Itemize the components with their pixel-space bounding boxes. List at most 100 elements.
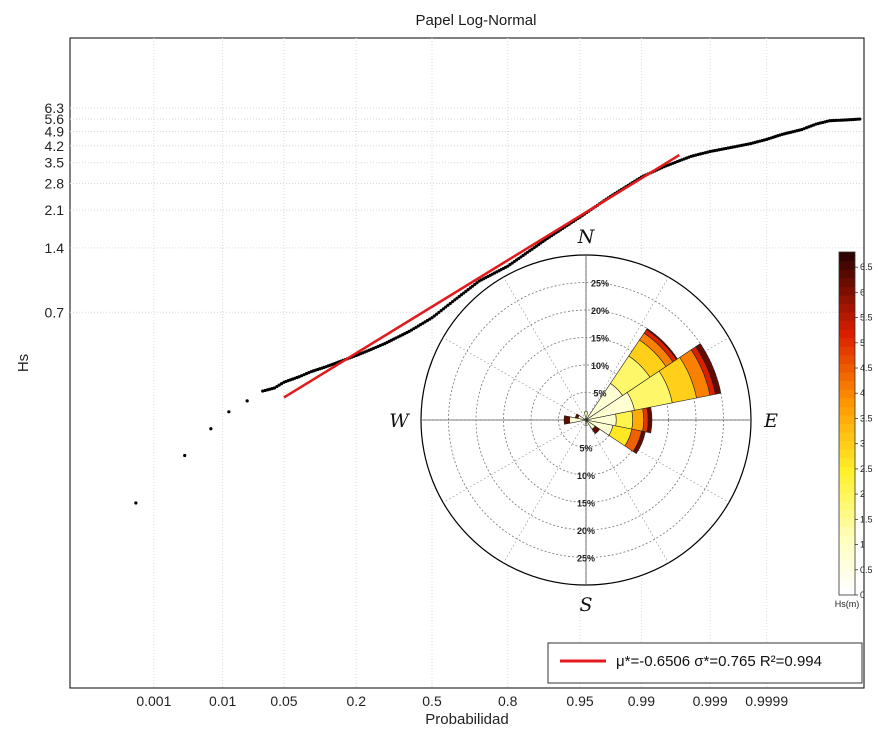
- y-axis-ticks: 0.7 1.4 2.1 2.8 3.54.24.95.66.3: [45, 100, 65, 320]
- rose-wedge: [632, 430, 646, 455]
- colorbar-segment: [839, 414, 855, 424]
- colorbar-segment: [839, 329, 855, 339]
- colorbar-segment: [839, 286, 855, 296]
- colorbar-segment: [839, 569, 855, 579]
- colorbar-segment: [839, 449, 855, 459]
- cardinal-south: S: [579, 594, 592, 616]
- colorbar-tick-label: 5.5: [860, 313, 873, 323]
- colorbar-tick-label: 2: [860, 489, 865, 499]
- colorbar-segment: [839, 466, 855, 476]
- x-tick-label: 0.001: [136, 693, 171, 709]
- data-point: [466, 288, 470, 292]
- colorbar-segment: [839, 260, 855, 270]
- data-point: [430, 316, 434, 320]
- data-series: [134, 117, 862, 505]
- rose-wedge: [584, 419, 588, 426]
- colorbar-segment: [839, 406, 855, 416]
- x-tick-label: 0.99: [628, 693, 655, 709]
- data-point: [444, 305, 448, 309]
- rose-wedge: [563, 415, 571, 425]
- data-point: [459, 293, 464, 297]
- colorbar-title: Hs(m): [835, 599, 860, 609]
- colorbar-segment: [839, 474, 855, 485]
- colorbar-tick-label: 4: [860, 388, 865, 398]
- x-axis-ticks: 0.001 0.01 0.05 0.2 0.5 0.8 0.95 0.99 0.999 0.999…: [136, 693, 788, 709]
- data-point: [307, 370, 311, 375]
- colorbar-segment: [839, 312, 855, 322]
- y-tick-label: 2.1: [45, 202, 65, 218]
- colorbar-tick-label: 3: [860, 439, 865, 449]
- y-tick-label: 4.2: [45, 138, 65, 154]
- colorbar-tick-label: 0: [860, 590, 865, 600]
- data-point: [432, 314, 436, 318]
- radial-label-upper: 25%: [591, 279, 609, 289]
- colorbar-tick-label: 1: [860, 540, 865, 550]
- rose-wedge: [646, 406, 653, 434]
- rose-wedge: [584, 411, 588, 421]
- colorbar-segment: [839, 337, 855, 347]
- data-point: [450, 300, 455, 304]
- radial-label-upper: 20%: [591, 306, 609, 316]
- cardinal-north: N: [577, 226, 596, 248]
- data-point: [475, 281, 479, 285]
- radial-label-upper: 15%: [591, 334, 609, 344]
- legend-box: [547, 642, 863, 684]
- colorbar-tick-label: 6.5: [860, 262, 873, 272]
- colorbar-segment: [839, 552, 855, 562]
- x-tick-label: 0.2: [347, 693, 367, 709]
- rose-spoke: [442, 337, 587, 421]
- data-point: [434, 312, 439, 316]
- data-point: [437, 310, 441, 315]
- data-point: [441, 307, 446, 311]
- x-axis-label: Probabilidad: [425, 711, 508, 728]
- data-point: [462, 291, 466, 295]
- cardinal-west: W: [389, 410, 410, 432]
- colorbar-segment: [839, 389, 855, 399]
- rose-spoke: [585, 276, 669, 421]
- radial-label-lower: 20%: [577, 526, 595, 536]
- rose-spoke: [503, 276, 587, 421]
- x-tick-label: 0.8: [498, 693, 518, 709]
- colorbar-tick-label: 6: [860, 287, 865, 297]
- colorbar-segment: [839, 303, 855, 313]
- data-point: [446, 303, 450, 307]
- legend-entry-label: μ*=-0.6506 σ*=0.765 R²=0.994: [616, 653, 822, 670]
- colorbar-segment: [839, 380, 855, 390]
- data-point: [183, 453, 187, 458]
- colorbar-tick-label: 1.5: [860, 514, 873, 524]
- colorbar-frame: [838, 251, 856, 596]
- y-tick-label: 5.6: [45, 111, 65, 127]
- data-point: [453, 298, 457, 302]
- rose-wedge: [574, 413, 580, 419]
- cardinal-east: E: [763, 410, 778, 432]
- colorbar-segment: [839, 372, 855, 382]
- colorbar-segment: [839, 269, 855, 279]
- colorbar-segment: [839, 500, 855, 510]
- data-point: [468, 286, 472, 290]
- data-point: [209, 427, 213, 431]
- colorbar-segment: [839, 423, 855, 433]
- colorbar-segment: [839, 363, 855, 373]
- data-point: [272, 386, 277, 390]
- data-point: [448, 301, 452, 306]
- data-point: [300, 374, 304, 378]
- data-point: [304, 372, 309, 376]
- radial-label-lower: 25%: [577, 554, 595, 564]
- data-point: [455, 296, 459, 300]
- y-tick-label: 3.5: [45, 155, 65, 171]
- data-point: [277, 383, 281, 387]
- colorbar-segment: [839, 320, 855, 330]
- rose-spoke: [585, 419, 669, 564]
- colorbar: 0 0.5 1 1.5 2 2.5 3 3.5 4 4.5 5 5.5 6 6.5 Hs(m): [835, 251, 873, 609]
- y-tick-label: 6.3: [45, 100, 65, 116]
- radial-label-upper: 10%: [591, 361, 609, 371]
- rose-spoke: [585, 419, 730, 503]
- data-point: [279, 382, 284, 386]
- y-axis-label: Hs: [15, 354, 32, 372]
- colorbar-segment: [839, 534, 855, 545]
- colorbar-tick-label: 2.5: [860, 464, 873, 474]
- colorbar-segment: [839, 543, 855, 553]
- x-tick-label: 0.95: [566, 693, 593, 709]
- y-tick-label: 4.9: [45, 123, 65, 139]
- data-point: [134, 501, 138, 505]
